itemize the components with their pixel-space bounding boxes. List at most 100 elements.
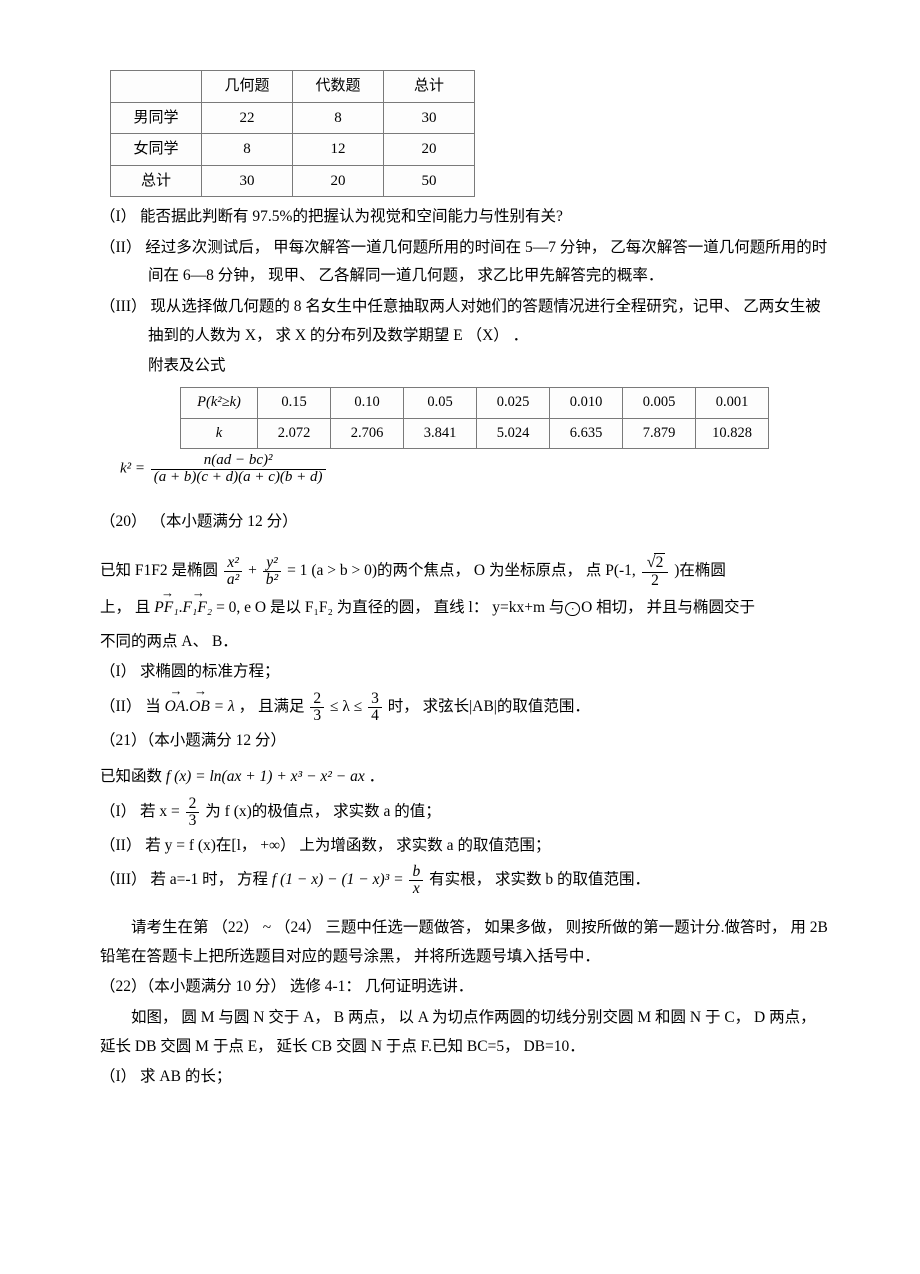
cell: 0.10 — [331, 388, 404, 419]
den: a² — [224, 571, 242, 588]
cell: 30 — [384, 102, 475, 134]
cell: 男同学 — [111, 102, 202, 134]
vec-OA: OA — [165, 689, 186, 725]
table-row: 男同学 22 8 30 — [111, 102, 475, 134]
cell: 几何题 — [202, 71, 293, 103]
q20-line2c: 不同的两点 A、 B． — [100, 628, 830, 657]
text: （II） 当 — [100, 698, 165, 715]
q22-heading: （22）（本小题满分 10 分） 选修 4-1： 几何证明选讲． — [100, 973, 830, 1002]
question-I: （I） 能否据此判断有 97.5%的把握认为视觉和空间能力与性别有关? — [100, 203, 830, 232]
cell: 30 — [202, 165, 293, 197]
den: x — [409, 880, 423, 897]
num: 3 — [368, 691, 382, 707]
q22-I: （I） 求 AB 的长； — [100, 1063, 830, 1092]
cell: P(k²≥k) — [181, 388, 258, 419]
cell: 0.005 — [623, 388, 696, 419]
k2-frac: n(ad − bc)² (a + b)(c + d)(a + c)(b + d) — [151, 453, 326, 486]
k2-num: n(ad − bc)² — [151, 453, 326, 469]
text: O 相切， 并且与椭圆交于 — [581, 599, 755, 616]
table-row: k 2.072 2.706 3.841 5.024 6.635 7.879 10… — [181, 418, 769, 449]
q22-body: 如图， 圆 M 与圆 N 交于 A， B 两点， 以 A 为切点作两圆的切线分别… — [100, 1004, 830, 1061]
frac-2-3b: 2 3 — [186, 796, 200, 830]
table-row: 女同学 8 12 20 — [111, 134, 475, 166]
cell: 8 — [202, 134, 293, 166]
vec-PF1: PF₁ — [154, 591, 178, 625]
vec-F1F2: F₁F₂ — [182, 591, 212, 625]
vec-OB: OB — [189, 689, 210, 725]
text: 为 f (x)的极值点， 求实数 a 的值； — [205, 803, 441, 820]
text: (a > b > 0)的两个焦点， O 为坐标原点， 点 P(-1, — [311, 562, 635, 579]
cell: 0.025 — [477, 388, 550, 419]
text: 已知函数 — [100, 768, 166, 785]
expr: f (1 − x) − (1 − x)³ = — [272, 871, 404, 888]
k2-formula: k² = n(ad − bc)² (a + b)(c + d)(a + c)(b… — [120, 453, 830, 486]
text: ． — [369, 768, 385, 785]
cell: k — [181, 418, 258, 449]
cell: 50 — [384, 165, 475, 197]
den: 3 — [310, 707, 324, 724]
cell: 3.841 — [404, 418, 477, 449]
frac-3-4: 3 4 — [368, 691, 382, 725]
cell: 20 — [384, 134, 475, 166]
text: 时， 求弦长|AB|的取值范围． — [388, 698, 590, 715]
cell: 6.635 — [550, 418, 623, 449]
den: b² — [263, 571, 281, 588]
cell: 总计 — [111, 165, 202, 197]
text: = 0, e O 是以 F₁F₂ 为直径的圆， 直线 l： y=kx+m 与 — [216, 599, 564, 616]
table-row: 几何题 代数题 总计 — [111, 71, 475, 103]
text: )在椭圆 — [674, 562, 726, 579]
table-row: 总计 30 20 50 — [111, 165, 475, 197]
fx-expr: f (x) = ln(ax + 1) + x³ − x² − ax — [166, 768, 365, 785]
contingency-table: 几何题 代数题 总计 男同学 22 8 30 女同学 8 12 20 总计 30… — [110, 70, 475, 197]
num: y² — [263, 555, 281, 571]
cell: 2.072 — [258, 418, 331, 449]
circled-dot-icon: · — [565, 602, 580, 617]
frac-root2-2: √2 2 — [642, 554, 669, 589]
table-row: P(k²≥k) 0.15 0.10 0.05 0.025 0.010 0.005… — [181, 388, 769, 419]
cell: 0.001 — [696, 388, 769, 419]
appendix-label: 附表及公式 — [100, 352, 830, 381]
leq: ≤ λ ≤ — [330, 698, 362, 715]
text: ， 且满足 — [239, 698, 305, 715]
num: 2 — [310, 691, 324, 707]
cell: 代数题 — [293, 71, 384, 103]
question-III: （III） 现从选择做几何题的 8 名女生中任意抽取两人对她们的答题情况进行全程… — [100, 293, 830, 350]
num: b — [409, 864, 423, 880]
den: 2 — [642, 572, 669, 589]
text: 上， 且 — [100, 599, 150, 616]
frac-x2a2: x² a² — [224, 555, 242, 589]
cell: 0.010 — [550, 388, 623, 419]
cell: 12 — [293, 134, 384, 166]
q20-line2: 上， 且 PF₁.F₁F₂ = 0, e O 是以 F₁F₂ 为直径的圆， 直线… — [100, 591, 830, 625]
q21-line1: 已知函数 f (x) = ln(ax + 1) + x³ − x² − ax ． — [100, 763, 830, 792]
cell: 10.828 — [696, 418, 769, 449]
den: 4 — [368, 707, 382, 724]
k2-left: k² = — [120, 461, 145, 477]
cell: 女同学 — [111, 134, 202, 166]
q21-I: （I） 若 x = 2 3 为 f (x)的极值点， 求实数 a 的值； — [100, 794, 830, 830]
text: 已知 F1F2 是椭圆 — [100, 562, 218, 579]
q20-II: （II） 当 OA.OB = λ ， 且满足 2 3 ≤ λ ≤ 3 4 时， … — [100, 689, 830, 725]
frac-2-3: 2 3 — [310, 691, 324, 725]
q21-II: （II） 若 y = f (x)在[l， +∞） 上为增函数， 求实数 a 的取… — [100, 832, 830, 861]
frac-y2b2: y² b² — [263, 555, 281, 589]
cell: 总计 — [384, 71, 475, 103]
cell — [111, 71, 202, 103]
text: （I） 若 x = — [100, 803, 184, 820]
plus: + — [248, 562, 257, 579]
cell: 0.15 — [258, 388, 331, 419]
num: x² — [224, 555, 242, 571]
cell: 20 — [293, 165, 384, 197]
cell: 22 — [202, 102, 293, 134]
frac-b-x: b x — [409, 864, 423, 898]
q21-III: （III） 若 a=-1 时， 方程 f (1 − x) − (1 − x)³ … — [100, 862, 830, 898]
cell: 7.879 — [623, 418, 696, 449]
k2-den: (a + b)(c + d)(a + c)(b + d) — [151, 469, 326, 486]
radicand: 2 — [654, 553, 666, 571]
cell: 5.024 — [477, 418, 550, 449]
question-II: （II） 经过多次测试后， 甲每次解答一道几何题所用的时间在 5—7 分钟， 乙… — [100, 234, 830, 291]
eq-lambda: = λ — [214, 698, 235, 715]
eq1: = 1 — [287, 562, 307, 579]
text: 有实根， 求实数 b 的取值范围． — [429, 871, 650, 888]
chi-square-table: P(k²≥k) 0.15 0.10 0.05 0.025 0.010 0.005… — [180, 387, 769, 449]
